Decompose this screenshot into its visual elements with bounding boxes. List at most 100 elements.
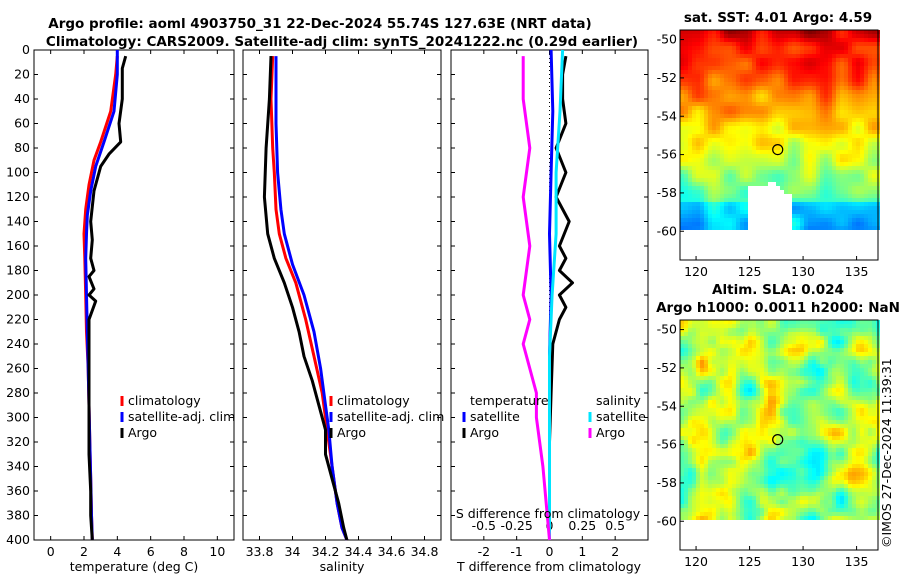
- map-cell: [684, 364, 688, 368]
- map-cell: [732, 222, 736, 226]
- map-cell: [680, 66, 684, 70]
- map-cell: [748, 484, 752, 488]
- map-cell: [836, 118, 840, 122]
- map-cell: [808, 74, 812, 78]
- map-cell: [764, 484, 768, 488]
- map-cell: [860, 484, 864, 488]
- map-cell: [692, 34, 696, 38]
- map-cell: [720, 130, 724, 134]
- map-cell: [772, 424, 776, 428]
- map-cell: [828, 496, 832, 500]
- map-cell: [808, 34, 812, 38]
- map-cell: [816, 412, 820, 416]
- map-cell: [740, 368, 744, 372]
- map-cell: [768, 134, 772, 138]
- map-cell: [724, 428, 728, 432]
- map-cell: [824, 98, 828, 102]
- map-cell: [684, 352, 688, 356]
- map-cell: [856, 198, 860, 202]
- map-cell: [772, 50, 776, 54]
- map-cell: [772, 388, 776, 392]
- map-cell: [772, 154, 776, 158]
- map-cell: [768, 78, 772, 82]
- map-cell: [860, 142, 864, 146]
- map-cell: [804, 138, 808, 142]
- map-cell: [784, 126, 788, 130]
- map-cell: [788, 328, 792, 332]
- map-cell: [744, 222, 748, 226]
- map-cell: [808, 368, 812, 372]
- map-cell: [808, 202, 812, 206]
- map-cell: [832, 468, 836, 472]
- map-cell: [856, 30, 860, 34]
- map-cell: [816, 118, 820, 122]
- map-cell: [720, 372, 724, 376]
- map-cell: [740, 218, 744, 222]
- map-cell: [792, 150, 796, 154]
- map-cell: [780, 468, 784, 472]
- map-cell: [804, 54, 808, 58]
- map-cell: [856, 432, 860, 436]
- map-cell: [832, 444, 836, 448]
- map-cell: [824, 206, 828, 210]
- map-cell: [872, 484, 876, 488]
- map-cell: [796, 94, 800, 98]
- map-cell: [728, 66, 732, 70]
- map-cell: [712, 376, 716, 380]
- map-cell: [700, 166, 704, 170]
- map-cell: [804, 480, 808, 484]
- map-cell: [684, 66, 688, 70]
- map-cell: [800, 388, 804, 392]
- map-cell: [688, 194, 692, 198]
- map-cell: [848, 336, 852, 340]
- map-cell: [704, 206, 708, 210]
- map-cell: [740, 476, 744, 480]
- map-cell: [712, 158, 716, 162]
- map-cell: [736, 452, 740, 456]
- map-cell: [696, 424, 700, 428]
- map-cell: [760, 324, 764, 328]
- map-cell: [744, 138, 748, 142]
- map-cell: [756, 138, 760, 142]
- map-cell: [860, 66, 864, 70]
- map-cell: [728, 412, 732, 416]
- map-cell: [844, 146, 848, 150]
- map-cell: [712, 488, 716, 492]
- map-cell: [768, 38, 772, 42]
- map-cell: [680, 392, 684, 396]
- map-cell: [716, 78, 720, 82]
- map-cell: [780, 82, 784, 86]
- map-cell: [744, 94, 748, 98]
- map-cell: [720, 348, 724, 352]
- map-cell: [848, 198, 852, 202]
- map-cell: [784, 78, 788, 82]
- sst-map-title: sat. SST: 4.01 Argo: 4.59: [684, 10, 872, 26]
- map-cell: [852, 210, 856, 214]
- map-cell: [764, 504, 768, 508]
- map-cell: [816, 86, 820, 90]
- map-cell: [744, 34, 748, 38]
- map-cell: [852, 42, 856, 46]
- map-cell: [796, 54, 800, 58]
- map-cell: [744, 440, 748, 444]
- map-cell: [684, 396, 688, 400]
- map-cell: [684, 492, 688, 496]
- map-cell: [816, 444, 820, 448]
- map-cell: [748, 420, 752, 424]
- map-cell: [868, 348, 872, 352]
- map-cell: [736, 114, 740, 118]
- map-cell: [860, 162, 864, 166]
- map-cell: [872, 340, 876, 344]
- map-cell: [700, 62, 704, 66]
- map-cell: [844, 480, 848, 484]
- map-cell: [872, 106, 876, 110]
- map-cell: [792, 118, 796, 122]
- map-cell: [772, 98, 776, 102]
- map-cell: [864, 118, 868, 122]
- map-cell: [776, 114, 780, 118]
- map-cell: [844, 218, 848, 222]
- map-cell: [704, 154, 708, 158]
- map-cell: [712, 408, 716, 412]
- map-cell: [824, 472, 828, 476]
- map-cell: [836, 480, 840, 484]
